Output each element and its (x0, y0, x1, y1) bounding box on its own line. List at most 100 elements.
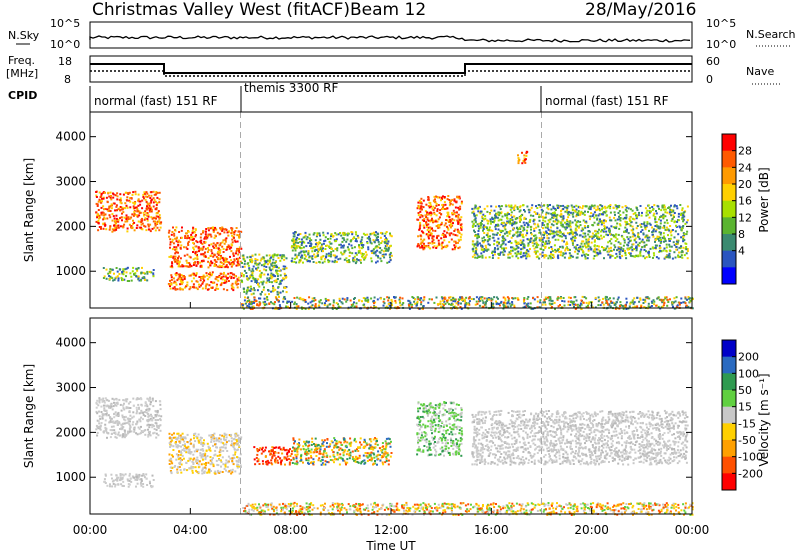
data-cell (250, 293, 253, 296)
data-cell (232, 261, 235, 263)
data-cell (631, 248, 634, 251)
data-cell (329, 237, 332, 240)
data-cell (326, 299, 329, 301)
data-cell (576, 303, 579, 306)
data-cell (346, 232, 349, 235)
data-cell (645, 224, 648, 227)
data-cell (652, 229, 655, 232)
data-cell (159, 424, 162, 427)
data-cell (106, 432, 109, 435)
data-cell (458, 195, 461, 198)
data-cell (472, 240, 475, 243)
data-cell (555, 218, 558, 221)
data-cell (300, 306, 303, 309)
data-cell (529, 306, 532, 309)
data-cell (310, 305, 313, 308)
data-cell (645, 296, 648, 299)
data-cell (670, 245, 673, 248)
data-cell (450, 232, 453, 235)
data-cell (385, 305, 388, 308)
data-cell (602, 249, 605, 252)
data-cell (109, 196, 112, 199)
data-cell (268, 261, 271, 264)
data-cell (189, 274, 192, 277)
data-cell (579, 306, 582, 309)
data-cell (473, 212, 476, 215)
data-cell (648, 216, 651, 219)
data-cell (345, 300, 348, 303)
data-cell (527, 224, 530, 227)
data-cell (643, 245, 646, 248)
data-cell (140, 404, 143, 407)
data-cell (298, 252, 301, 255)
data-cell (476, 244, 479, 247)
data-cell (444, 235, 447, 238)
data-cell (321, 255, 324, 258)
data-cell (472, 298, 475, 301)
data-cell (581, 254, 583, 257)
data-cell (201, 248, 204, 251)
data-cell (579, 224, 582, 227)
data-cell (96, 216, 99, 219)
data-cell (530, 307, 533, 310)
data-cell (505, 247, 508, 250)
data-cell (131, 227, 133, 230)
data-cell (171, 238, 174, 241)
data-cell (618, 255, 621, 258)
data-cell (325, 244, 327, 247)
data-cell (337, 258, 340, 261)
data-cell (620, 246, 623, 249)
data-cell (355, 238, 358, 241)
data-cell (668, 252, 671, 255)
data-cell (423, 218, 426, 220)
data-cell (112, 421, 115, 424)
data-cell (579, 247, 582, 250)
data-cell (636, 225, 639, 227)
data-cell (370, 242, 373, 245)
data-cell (541, 211, 544, 214)
data-cell (426, 218, 429, 221)
data-cell (362, 297, 365, 299)
data-cell (529, 302, 532, 305)
data-cell (193, 231, 196, 234)
data-cell (482, 228, 485, 230)
data-cell (686, 219, 689, 222)
data-cell (499, 233, 501, 236)
data-cell (156, 411, 159, 414)
data-cell (531, 204, 534, 207)
data-cell (101, 197, 103, 200)
data-cell (482, 250, 485, 253)
data-cell (419, 210, 422, 213)
data-cell (664, 297, 667, 300)
data-cell (207, 257, 210, 260)
data-cell (270, 264, 273, 267)
data-cell (249, 258, 251, 261)
data-cell (515, 222, 518, 225)
data-cell (562, 297, 565, 299)
data-cell (427, 226, 430, 229)
data-cell (135, 409, 138, 412)
data-cell (386, 242, 389, 245)
data-cell (657, 305, 660, 308)
data-cell (131, 416, 134, 419)
data-cell (516, 234, 519, 237)
data-cell (276, 266, 278, 269)
data-cell (185, 259, 188, 262)
data-cell (427, 205, 430, 207)
data-cell (635, 214, 637, 217)
data-cell (577, 220, 580, 223)
data-cell (178, 275, 181, 278)
data-cell (186, 261, 189, 264)
data-cell (259, 276, 262, 279)
data-cell (190, 280, 193, 283)
data-cell (682, 236, 685, 238)
data-cell (497, 211, 500, 214)
data-cell (318, 304, 320, 307)
data-cell (501, 215, 504, 218)
data-cell (298, 259, 301, 262)
data-cell (282, 300, 285, 303)
data-cell (261, 282, 264, 285)
data-cell (676, 241, 679, 244)
data-cell (563, 206, 566, 209)
